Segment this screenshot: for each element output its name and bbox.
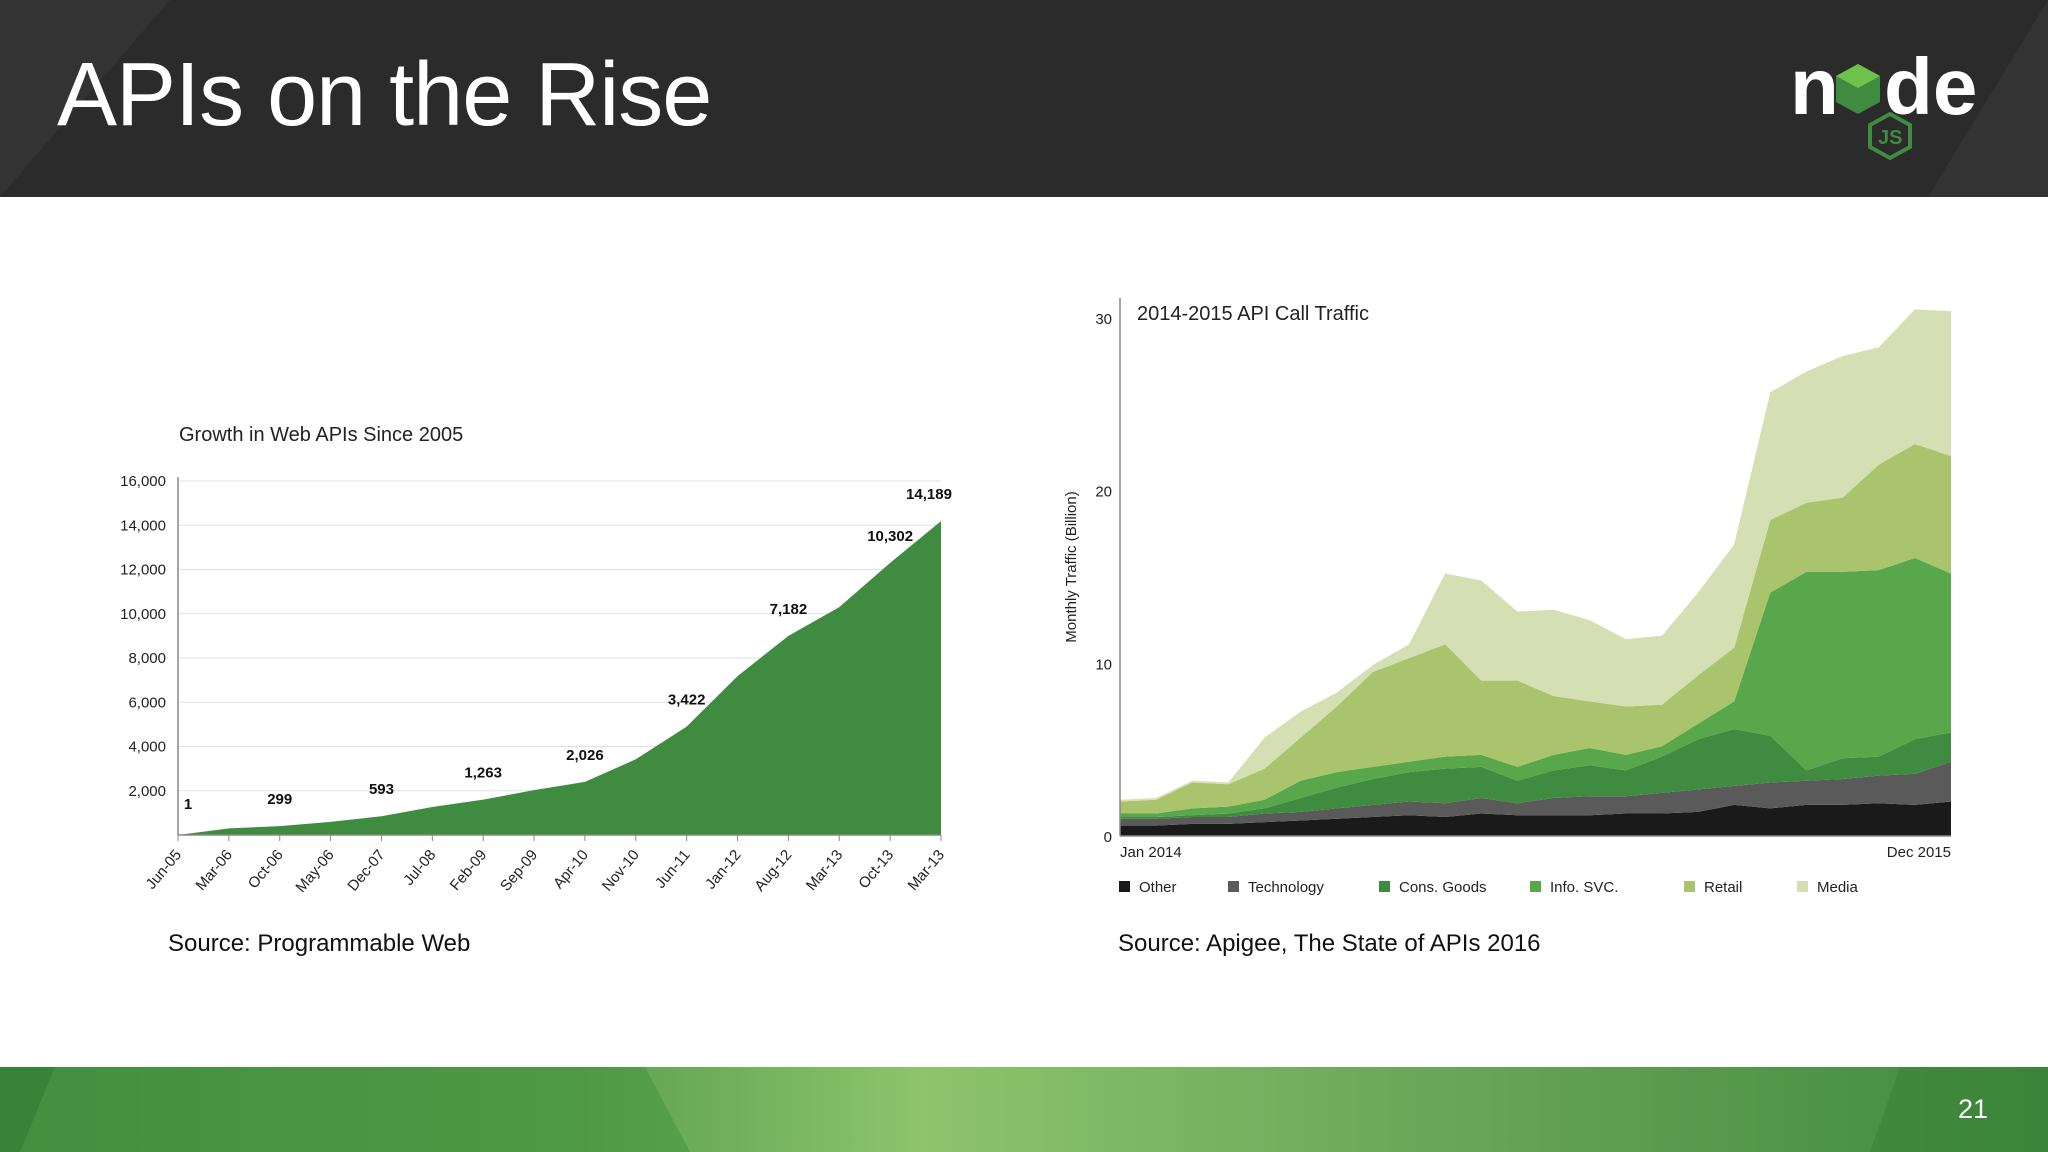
area-series-cons-goods [1120,728,1951,819]
x-tick-label: Jun-11 [652,847,694,892]
chart-title: Growth in Web APIs Since 2005 [179,424,463,446]
y-tick-label: 10,000 [120,606,166,623]
legend-swatch [1119,881,1130,892]
header-facet-left [0,0,170,197]
x-tick-label: Feb-09 [447,847,491,894]
area-series-technology [1120,761,1951,826]
chart-title: 2014-2015 API Call Traffic [1137,303,1369,325]
data-label: 1 [184,796,192,813]
chart-web-api-source: Source: Programmable Web [168,930,471,957]
legend-label: Cons. Goods [1399,879,1487,896]
slide-footer [0,1067,2048,1152]
y-tick-label: 20 [1095,484,1112,501]
x-tick-label: Oct-06 [245,847,287,892]
slide-title: APIs on the Rise [57,45,712,145]
y-axis-label: Monthly Traffic (Billion) [1063,491,1080,642]
legend-label: Other [1139,879,1177,896]
x-tick-label: Nov-10 [599,847,643,895]
x-tick-label: Mar-06 [192,847,236,894]
x-tick-label: Sep-09 [497,847,541,895]
x-tick-label: Mar-13 [904,847,948,894]
header-facet-right [1928,0,2048,197]
legend-swatch [1530,881,1541,892]
nodejs-logo-letters-de: de [1884,42,1977,131]
y-tick-label: 10 [1095,656,1112,673]
page-number: 21 [1957,1094,1988,1124]
x-tick-label: Dec-07 [344,847,388,895]
nodejs-logo-hexagon [1836,64,1880,114]
x-tick-label: Jul-08 [400,847,439,889]
data-label: 10,302 [867,528,913,545]
y-tick-label: 12,000 [120,562,166,579]
nodejs-logo-letters-n: n [1790,42,1839,131]
area-web-apis [178,521,941,835]
slide-header [0,0,2048,197]
y-tick-label: 30 [1095,311,1112,328]
x-tick-label: Mar-13 [803,847,847,894]
x-tick-label: Oct-13 [855,847,897,892]
nodejs-logo: n de JS [1790,42,1977,161]
legend-label: Technology [1248,879,1324,896]
data-label: 2,026 [566,747,604,764]
x-tick-label: Apr-10 [550,847,592,892]
y-tick-label: 8,000 [128,650,166,667]
x-tick-label: Aug-12 [751,847,795,895]
data-label: 593 [369,781,394,798]
chart-api-call-traffic: 2014-2015 API Call Traffic 0 10 20 30 Monthly… [1063,298,1951,896]
y-tick-label: 4,000 [128,739,166,756]
y-tick-label: 6,000 [128,694,166,711]
svg-text:JS: JS [1878,127,1902,149]
y-tick-label: 14,000 [120,517,166,534]
data-label: 1,263 [464,765,502,782]
y-tick-label: 0 [1104,829,1112,846]
nodejs-logo-js-badge: JS [1868,111,1912,161]
legend-label: Info. SVC. [1550,879,1618,896]
x-tick-label: Jun-05 [143,847,186,893]
area-series-retail [1120,444,1951,814]
legend-swatch [1379,881,1390,892]
x-tick-label: Dec 2015 [1887,844,1951,861]
y-tick-label: 2,000 [128,783,166,800]
legend-swatch [1797,881,1808,892]
data-label: 7,182 [770,601,808,618]
chart-api-traffic-source: Source: Apigee, The State of APIs 2016 [1118,930,1541,957]
x-tick-label: Jan-12 [702,847,745,893]
area-series-info-svc [1120,558,1951,818]
legend-label: Retail [1704,879,1742,896]
chart-web-api-growth: Growth in Web APIs Since 200516,00014,00… [120,424,952,896]
x-tick-label: Jan 2014 [1120,844,1182,861]
data-label: 3,422 [668,692,706,709]
area-series-media [1120,309,1951,802]
data-label: 299 [267,791,292,808]
data-label: 14,189 [906,486,952,503]
y-tick-label: 16,000 [120,473,166,490]
legend-label: Media [1817,879,1859,896]
legend-swatch [1684,881,1695,892]
area-series-other [1120,801,1951,836]
footer-decoration [0,1067,2048,1152]
legend-swatch [1228,881,1239,892]
x-tick-label: May-06 [292,847,337,896]
